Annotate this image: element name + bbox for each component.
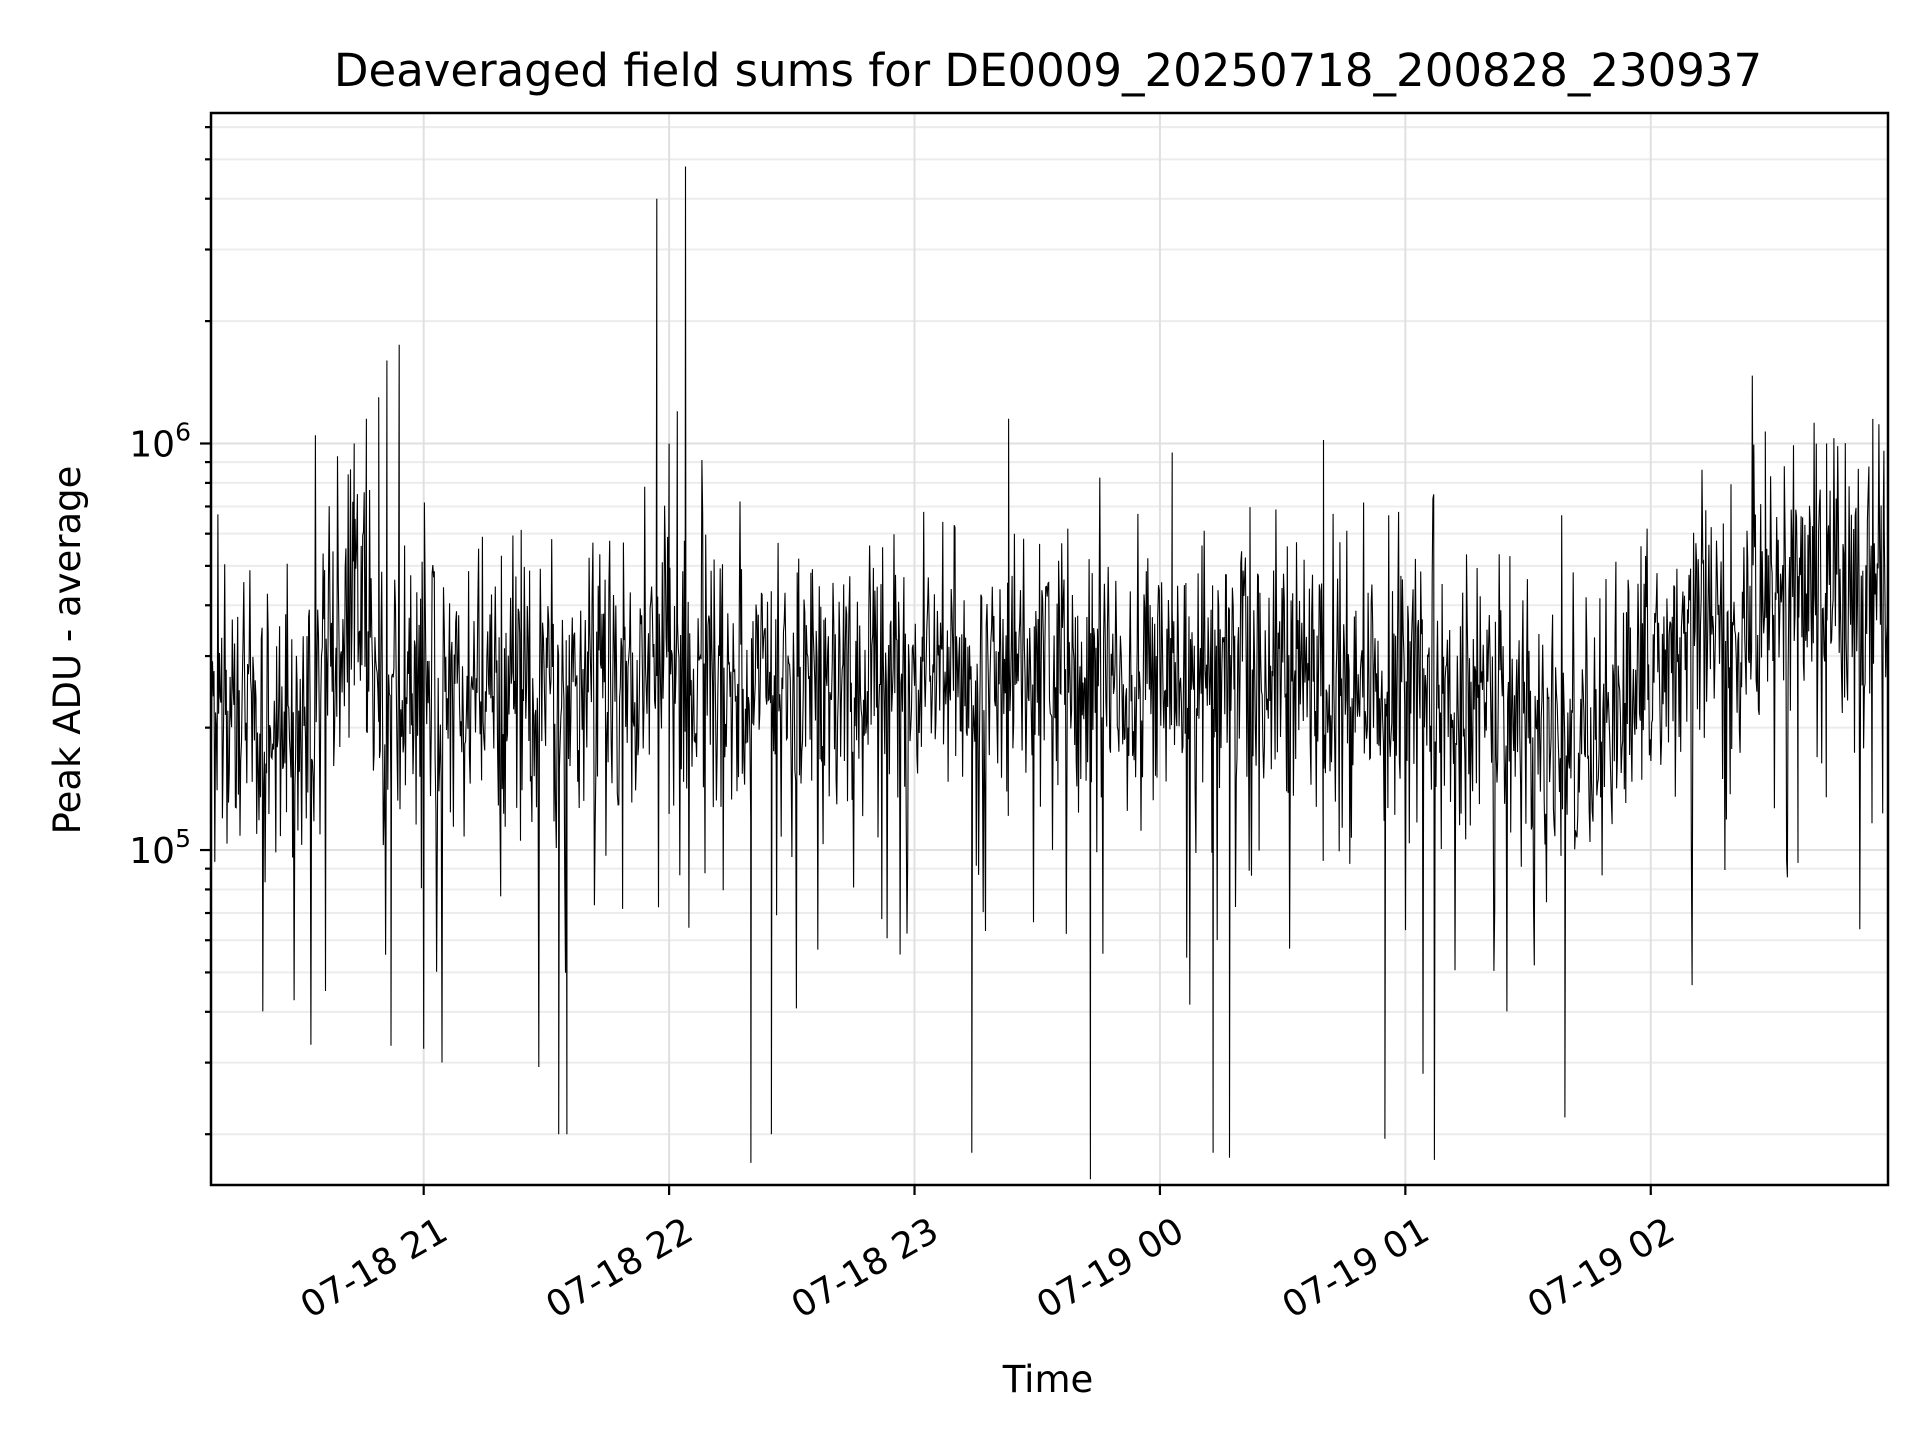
plot-frame [209, 111, 1890, 1187]
chart-title: Deaveraged field sums for DE0009_2025071… [334, 44, 1762, 97]
x-tick-label: 07-18 22 [539, 1210, 700, 1326]
series-line [210, 166, 1889, 1180]
y-tick-label: 106 [129, 417, 191, 465]
x-tick-label: 07-19 00 [1030, 1210, 1191, 1326]
x-tick-label: 07-18 21 [294, 1210, 455, 1326]
y-axis-label: Peak ADU - average [46, 466, 89, 835]
x-tick-label: 07-18 23 [785, 1210, 946, 1326]
x-tick-label: 07-19 02 [1521, 1210, 1682, 1326]
y-tick-label: 105 [129, 824, 191, 872]
series-area [210, 166, 1889, 1180]
x-axis: 07-18 21 07-18 22 07-18 23 07-19 00 07-19 01… [294, 1185, 1682, 1327]
x-tick-label: 07-19 01 [1276, 1210, 1437, 1326]
x-axis-label: Time [1002, 1358, 1094, 1401]
y-axis: 105 106 [129, 126, 211, 1136]
